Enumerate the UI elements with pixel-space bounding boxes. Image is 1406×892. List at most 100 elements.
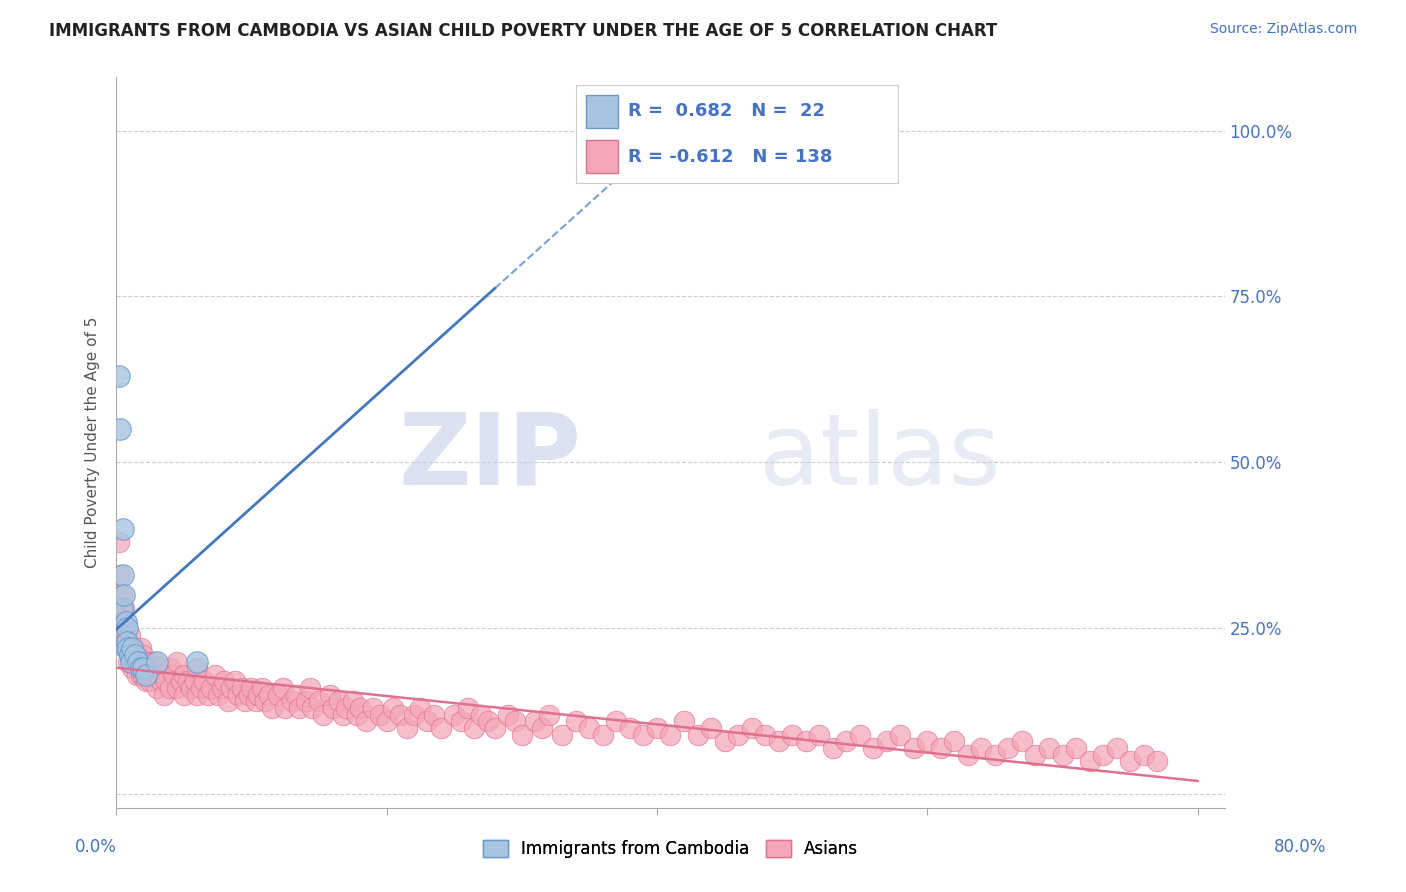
Point (111, 601, 134, 615)
Point (754, 728, 776, 742)
Point (633, 728, 655, 742)
Point (267, 688, 290, 702)
Point (592, 728, 614, 742)
Point (112, 601, 135, 615)
Point (484, 721, 506, 735)
Point (389, 707, 412, 722)
Point (173, 688, 195, 702)
Point (429, 721, 451, 735)
Point (943, 734, 966, 748)
Point (219, 681, 242, 695)
Point (163, 668, 186, 682)
Point (821, 740, 844, 755)
Point (395, 721, 418, 735)
Point (117, 655, 139, 669)
Point (121, 661, 143, 675)
Point (929, 740, 952, 755)
Point (233, 694, 256, 708)
Point (132, 648, 155, 662)
Point (125, 668, 148, 682)
Point (382, 701, 405, 715)
Point (152, 668, 174, 682)
Point (217, 694, 239, 708)
Point (727, 728, 749, 742)
Point (114, 634, 136, 648)
Point (298, 681, 321, 695)
Point (121, 655, 143, 669)
Point (319, 688, 342, 702)
Point (238, 688, 260, 702)
Point (356, 714, 378, 729)
Point (903, 740, 925, 755)
Point (1092, 747, 1115, 762)
Point (645, 721, 668, 735)
Point (1024, 747, 1046, 762)
Text: IMMIGRANTS FROM CAMBODIA VS ASIAN CHILD POVERTY UNDER THE AGE OF 5 CORRELATION C: IMMIGRANTS FROM CAMBODIA VS ASIAN CHILD … (49, 22, 997, 40)
Point (349, 701, 371, 715)
Point (498, 707, 520, 722)
Point (1011, 734, 1033, 748)
Point (848, 728, 870, 742)
Point (155, 674, 177, 689)
Point (135, 655, 157, 669)
Point (257, 688, 280, 702)
Point (328, 694, 350, 708)
Point (143, 655, 166, 669)
Point (115, 621, 138, 635)
Point (207, 688, 229, 702)
Point (361, 701, 384, 715)
Point (416, 714, 439, 729)
Point (112, 615, 135, 629)
Point (287, 701, 309, 715)
Point (110, 568, 132, 582)
Point (537, 707, 560, 722)
Point (308, 694, 330, 708)
Point (128, 661, 150, 675)
Point (335, 701, 357, 715)
Point (131, 655, 153, 669)
Point (186, 661, 208, 675)
Point (121, 641, 143, 656)
Point (443, 707, 465, 722)
Point (409, 701, 432, 715)
Point (578, 721, 600, 735)
Point (142, 661, 165, 675)
Point (127, 655, 149, 669)
Point (808, 728, 831, 742)
Point (183, 674, 205, 689)
Point (226, 688, 249, 702)
Point (1146, 754, 1168, 768)
Point (700, 721, 723, 735)
Point (862, 740, 884, 755)
Point (148, 661, 170, 675)
Point (281, 694, 304, 708)
Point (197, 688, 219, 702)
Point (375, 714, 398, 729)
Point (112, 628, 135, 642)
Point (108, 535, 131, 549)
Point (115, 634, 138, 648)
Point (997, 740, 1019, 755)
Point (332, 707, 354, 722)
Point (211, 681, 233, 695)
Point (274, 701, 297, 715)
Point (159, 661, 181, 675)
Point (245, 694, 267, 708)
Point (186, 688, 208, 702)
Point (503, 714, 526, 729)
Point (124, 655, 146, 669)
Point (477, 714, 499, 729)
Point (713, 734, 735, 748)
Point (240, 681, 263, 695)
Point (768, 734, 790, 748)
Point (129, 668, 152, 682)
Point (170, 674, 193, 689)
Point (659, 728, 682, 742)
Point (115, 634, 138, 648)
Point (180, 681, 202, 695)
Point (132, 661, 155, 675)
Point (138, 661, 160, 675)
Point (115, 621, 138, 635)
Point (166, 655, 188, 669)
Point (190, 681, 212, 695)
